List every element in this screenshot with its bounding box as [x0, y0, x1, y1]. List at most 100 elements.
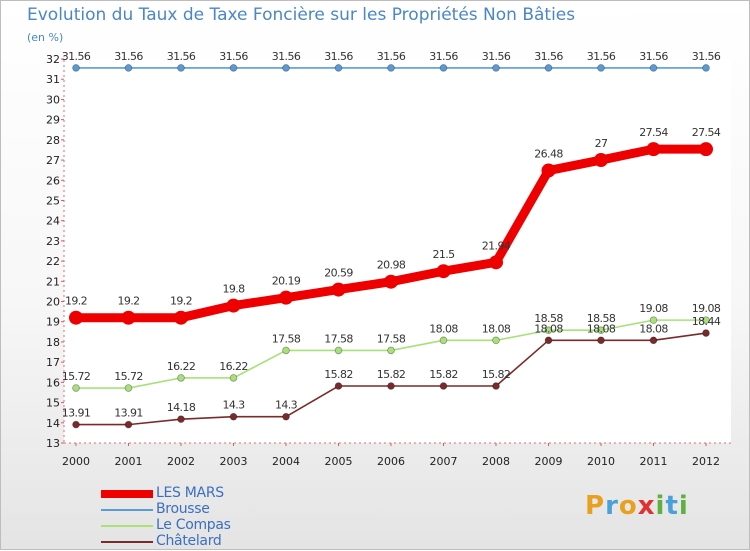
- data-point: [124, 64, 133, 72]
- data-label: 18.08: [534, 322, 563, 335]
- data-label: 31.56: [114, 50, 143, 63]
- y-tick-label: 24: [46, 215, 60, 228]
- legend-label: Brousse: [156, 501, 210, 517]
- data-label: 13.91: [62, 407, 91, 420]
- logo-letter: r: [605, 491, 619, 521]
- data-label: 17.58: [272, 332, 301, 345]
- data-point: [387, 382, 395, 390]
- data-point: [282, 64, 290, 72]
- data-point: [229, 412, 238, 421]
- data-point: [124, 384, 133, 392]
- logo-letter: i: [655, 491, 666, 521]
- data-label: 20.98: [377, 259, 406, 272]
- data-label: 21.94: [482, 239, 511, 252]
- data-point: [439, 64, 448, 72]
- data-point: [282, 412, 290, 421]
- data-label: 18.58: [587, 312, 616, 325]
- data-point: [594, 153, 608, 168]
- data-label: 15.72: [114, 370, 143, 383]
- data-label: 18.58: [534, 312, 563, 325]
- x-tick-label: 2007: [430, 455, 458, 468]
- data-label: 19.2: [170, 295, 192, 308]
- data-point: [544, 336, 553, 345]
- legend-label: LES MARS: [156, 485, 224, 501]
- data-point: [699, 142, 713, 157]
- proxiti-logo: Proxiti: [585, 491, 689, 521]
- data-point: [439, 382, 448, 390]
- data-label: 17.58: [324, 332, 353, 345]
- data-label: 31.56: [482, 50, 511, 63]
- x-tick-label: 2001: [115, 455, 143, 468]
- data-point: [649, 336, 658, 345]
- data-point: [544, 326, 553, 335]
- data-label: 13.91: [114, 407, 143, 420]
- logo-letter: o: [618, 491, 638, 521]
- y-tick-label: 28: [46, 134, 60, 147]
- y-tick-label: 27: [46, 154, 60, 167]
- data-label: 19.8: [222, 283, 245, 296]
- data-point: [492, 336, 500, 345]
- data-point: [649, 64, 658, 72]
- data-point: [334, 382, 343, 390]
- data-point: [229, 374, 238, 382]
- data-label: 18.44: [692, 315, 721, 328]
- data-point: [702, 329, 710, 337]
- data-point: [69, 310, 83, 325]
- data-label: 20.59: [324, 267, 353, 280]
- data-point: [124, 420, 133, 429]
- data-label: 19.2: [117, 295, 139, 308]
- data-label: 27.54: [692, 126, 721, 139]
- data-point: [492, 382, 500, 390]
- data-label: 16.22: [167, 360, 196, 373]
- legend-label: Châtelard: [156, 533, 222, 549]
- data-point: [541, 163, 556, 178]
- data-point: [334, 64, 343, 72]
- legend-swatch: [101, 541, 153, 543]
- data-point: [331, 282, 346, 297]
- logo-letter: x: [637, 491, 656, 521]
- data-label: 31.56: [219, 50, 248, 63]
- data-label: 26.48: [534, 148, 563, 161]
- data-point: [72, 64, 80, 72]
- data-label: 14.3: [222, 399, 245, 412]
- data-point: [492, 64, 500, 72]
- data-point: [649, 316, 658, 324]
- legend-swatch: [101, 525, 153, 527]
- data-point: [597, 326, 605, 335]
- data-point: [226, 298, 241, 313]
- x-tick-label: 2009: [535, 455, 563, 468]
- x-tick-label: 2004: [272, 455, 300, 468]
- data-point: [279, 290, 293, 305]
- y-tick-label: 29: [46, 114, 60, 127]
- data-label: 31.56: [167, 50, 196, 63]
- x-tick-label: 2008: [482, 455, 510, 468]
- data-label: 20.19: [272, 275, 301, 288]
- data-label: 31.56: [692, 50, 721, 63]
- data-label: 31.56: [587, 50, 616, 63]
- x-tick-label: 2006: [377, 455, 405, 468]
- y-tick-label: 19: [46, 316, 60, 329]
- y-tick-label: 21: [46, 275, 60, 288]
- data-label: 31.56: [639, 50, 668, 63]
- data-point: [334, 346, 343, 355]
- data-point: [229, 64, 238, 72]
- data-label: 31.56: [272, 50, 301, 63]
- data-point: [174, 310, 188, 325]
- chart-title: Evolution du Taux de Taxe Foncière sur l…: [27, 5, 576, 25]
- y-tick-label: 16: [46, 376, 60, 389]
- legend-swatch: [101, 509, 153, 511]
- data-label: 18.08: [429, 322, 458, 335]
- data-label: 31.56: [429, 50, 458, 63]
- y-tick-label: 26: [46, 174, 60, 187]
- data-point: [597, 64, 605, 72]
- y-tick-label: 17: [46, 356, 60, 369]
- data-point: [72, 420, 80, 429]
- data-label: 14.3: [275, 399, 298, 412]
- y-tick-label: 14: [46, 417, 60, 430]
- data-point: [387, 64, 395, 72]
- data-point: [177, 415, 185, 423]
- data-label: 31.56: [324, 50, 353, 63]
- y-tick-label: 23: [46, 235, 60, 248]
